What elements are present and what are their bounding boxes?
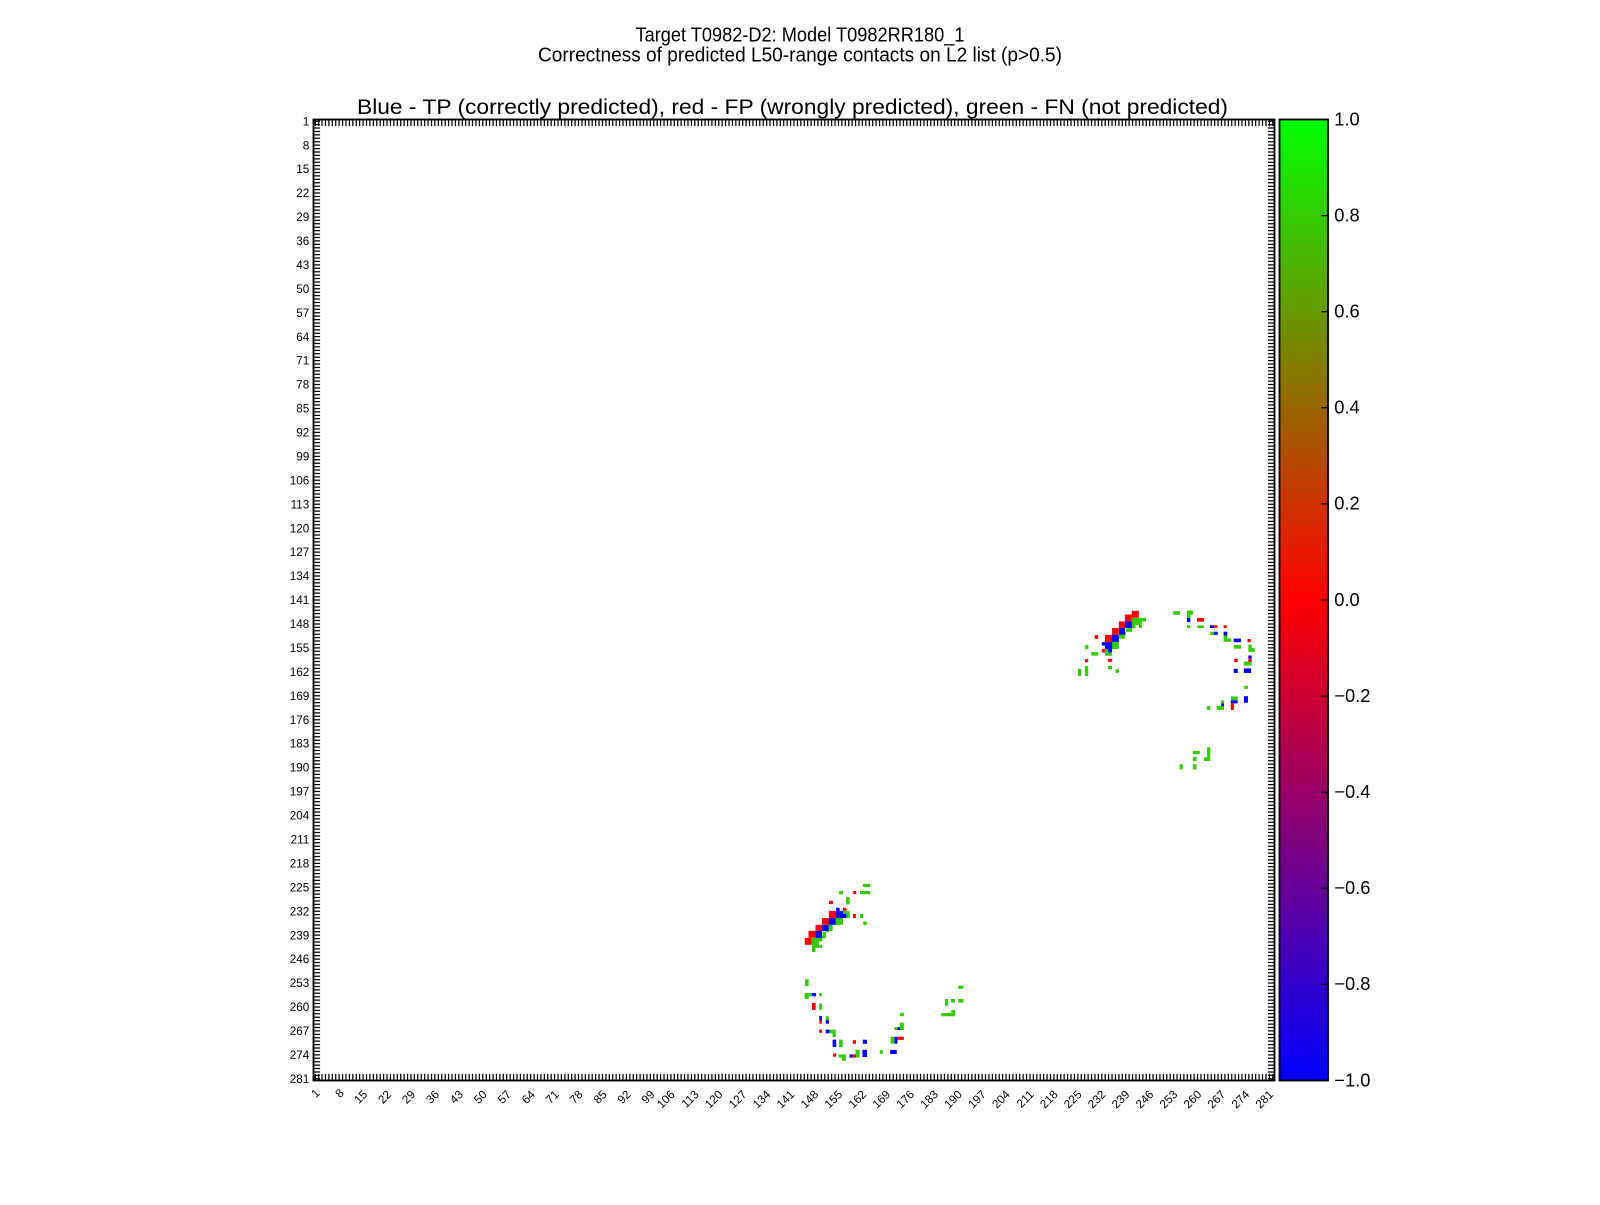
svg-text:22: 22 [296, 187, 309, 200]
svg-text:141: 141 [290, 594, 310, 607]
svg-text:148: 148 [290, 618, 310, 631]
svg-text:281: 281 [290, 1073, 310, 1086]
svg-text:−0.6: −0.6 [1334, 877, 1370, 898]
svg-text:−0.2: −0.2 [1334, 685, 1370, 706]
svg-text:99: 99 [296, 450, 309, 463]
svg-text:1.0: 1.0 [1334, 108, 1359, 129]
svg-text:239: 239 [290, 929, 310, 942]
svg-text:0.0: 0.0 [1334, 589, 1359, 610]
svg-text:253: 253 [290, 977, 310, 990]
svg-text:85: 85 [296, 403, 310, 416]
svg-text:225: 225 [290, 881, 310, 894]
svg-text:Correctness of predicted L50-r: Correctness of predicted L50-range conta… [538, 43, 1062, 66]
svg-text:134: 134 [290, 570, 310, 583]
svg-text:162: 162 [290, 666, 310, 679]
svg-text:260: 260 [290, 1001, 310, 1014]
svg-text:57: 57 [296, 307, 309, 320]
svg-text:1: 1 [303, 115, 310, 128]
svg-text:218: 218 [290, 857, 310, 870]
svg-text:0.4: 0.4 [1334, 397, 1359, 418]
svg-text:−1.0: −1.0 [1334, 1069, 1370, 1090]
svg-text:274: 274 [290, 1049, 310, 1062]
svg-text:120: 120 [290, 522, 310, 535]
svg-text:29: 29 [296, 211, 309, 224]
svg-text:36: 36 [296, 235, 309, 248]
svg-text:183: 183 [290, 738, 310, 751]
svg-text:197: 197 [290, 786, 310, 799]
svg-text:64: 64 [296, 331, 310, 344]
svg-text:0.6: 0.6 [1334, 301, 1359, 322]
svg-text:−0.4: −0.4 [1334, 781, 1370, 802]
svg-text:8: 8 [303, 139, 310, 152]
svg-text:Blue - TP (correctly predicted: Blue - TP (correctly predicted), red - F… [357, 96, 1228, 119]
svg-text:169: 169 [290, 690, 310, 703]
svg-text:155: 155 [290, 642, 310, 655]
svg-text:Target T0982-D2: Model T0982RR: Target T0982-D2: Model T0982RR180_1 [636, 23, 965, 46]
svg-text:113: 113 [291, 498, 310, 511]
svg-text:78: 78 [296, 379, 309, 392]
svg-text:211: 211 [291, 834, 310, 847]
svg-text:127: 127 [290, 546, 310, 559]
svg-text:190: 190 [290, 762, 310, 775]
svg-text:92: 92 [296, 427, 309, 440]
svg-text:−0.8: −0.8 [1334, 973, 1370, 994]
svg-text:50: 50 [296, 283, 310, 296]
svg-text:106: 106 [290, 474, 310, 487]
svg-text:267: 267 [290, 1025, 310, 1038]
svg-text:71: 71 [296, 355, 309, 368]
svg-text:232: 232 [290, 905, 310, 918]
svg-text:204: 204 [290, 810, 310, 823]
svg-text:0.2: 0.2 [1334, 493, 1359, 514]
svg-text:15: 15 [296, 163, 310, 176]
svg-text:43: 43 [296, 259, 309, 272]
svg-text:0.8: 0.8 [1334, 204, 1359, 225]
svg-text:176: 176 [290, 714, 310, 727]
svg-text:246: 246 [290, 953, 310, 966]
